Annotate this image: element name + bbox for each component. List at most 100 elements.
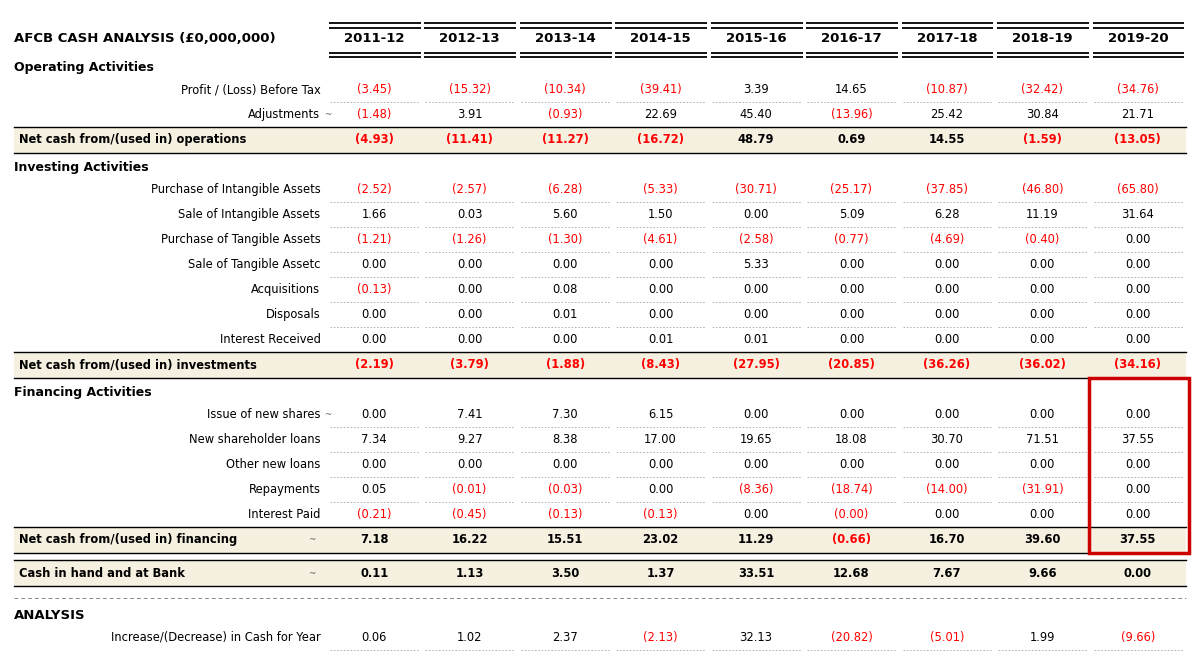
Text: 31.64: 31.64 xyxy=(1122,208,1154,221)
Text: 2014-15: 2014-15 xyxy=(630,32,691,45)
Text: 15.51: 15.51 xyxy=(547,533,583,546)
Text: 0.00: 0.00 xyxy=(552,458,577,471)
Text: (36.02): (36.02) xyxy=(1019,358,1066,371)
Text: 0.00: 0.00 xyxy=(743,408,769,421)
Text: (2.52): (2.52) xyxy=(356,183,391,196)
Text: 18.08: 18.08 xyxy=(835,433,868,446)
Text: Purchase of Tangible Assets: Purchase of Tangible Assets xyxy=(161,233,320,246)
Text: 0.00: 0.00 xyxy=(935,308,960,321)
Text: (27.95): (27.95) xyxy=(732,358,780,371)
Text: 1.50: 1.50 xyxy=(648,208,673,221)
Text: 0.03: 0.03 xyxy=(457,208,482,221)
Text: Increase/(Decrease) in Cash for Year: Increase/(Decrease) in Cash for Year xyxy=(110,630,320,644)
Text: 37.55: 37.55 xyxy=(1120,533,1156,546)
Text: 2016-17: 2016-17 xyxy=(821,32,882,45)
Text: (18.74): (18.74) xyxy=(830,483,872,496)
Text: (6.28): (6.28) xyxy=(548,183,582,196)
Text: (11.41): (11.41) xyxy=(446,133,493,146)
Text: 0.00: 0.00 xyxy=(1126,308,1151,321)
Text: ~: ~ xyxy=(308,569,316,578)
Text: 0.00: 0.00 xyxy=(935,508,960,521)
Text: (46.80): (46.80) xyxy=(1021,183,1063,196)
Text: 0.00: 0.00 xyxy=(743,458,769,471)
Text: (0.66): (0.66) xyxy=(832,533,871,546)
Text: 3.39: 3.39 xyxy=(743,83,769,96)
Bar xyxy=(1088,378,1189,553)
Text: Investing Activities: Investing Activities xyxy=(14,161,149,174)
Text: 0.00: 0.00 xyxy=(1030,508,1055,521)
Text: 0.00: 0.00 xyxy=(457,333,482,346)
Text: Net cash from/(used in) financing: Net cash from/(used in) financing xyxy=(19,533,238,546)
Text: ~: ~ xyxy=(322,110,332,119)
Text: 0.00: 0.00 xyxy=(935,408,960,421)
Text: 11.29: 11.29 xyxy=(738,533,774,546)
Text: 0.00: 0.00 xyxy=(648,258,673,271)
Text: (1.26): (1.26) xyxy=(452,233,487,246)
Text: Adjustments: Adjustments xyxy=(248,108,320,121)
Text: 16.70: 16.70 xyxy=(929,533,965,546)
Text: 0.00: 0.00 xyxy=(1030,258,1055,271)
Text: 0.00: 0.00 xyxy=(1030,408,1055,421)
Text: 14.65: 14.65 xyxy=(835,83,868,96)
Text: 0.00: 0.00 xyxy=(552,333,577,346)
Text: (1.21): (1.21) xyxy=(356,233,391,246)
Text: 0.00: 0.00 xyxy=(839,333,864,346)
Text: 0.00: 0.00 xyxy=(1126,233,1151,246)
Text: 0.00: 0.00 xyxy=(935,283,960,296)
Text: (13.96): (13.96) xyxy=(830,108,872,121)
Text: 39.60: 39.60 xyxy=(1025,533,1061,546)
Text: 45.40: 45.40 xyxy=(739,108,773,121)
Text: (20.82): (20.82) xyxy=(830,630,872,644)
Text: Repayments: Repayments xyxy=(248,483,320,496)
Text: 2012-13: 2012-13 xyxy=(439,32,500,45)
Text: (65.80): (65.80) xyxy=(1117,183,1159,196)
Text: (10.34): (10.34) xyxy=(544,83,586,96)
Text: 33.51: 33.51 xyxy=(738,567,774,580)
Text: (8.43): (8.43) xyxy=(641,358,680,371)
Text: 0.00: 0.00 xyxy=(839,308,864,321)
Text: (10.87): (10.87) xyxy=(926,83,968,96)
Text: 3.50: 3.50 xyxy=(551,567,580,580)
Text: 0.00: 0.00 xyxy=(1126,408,1151,421)
Text: 21.71: 21.71 xyxy=(1122,108,1154,121)
Text: (1.30): (1.30) xyxy=(548,233,582,246)
Text: (13.05): (13.05) xyxy=(1115,133,1162,146)
Text: 9.66: 9.66 xyxy=(1028,567,1057,580)
Text: (14.00): (14.00) xyxy=(926,483,967,496)
Text: Interest Received: Interest Received xyxy=(220,333,320,346)
Text: (4.69): (4.69) xyxy=(930,233,964,246)
Text: (0.40): (0.40) xyxy=(1025,233,1060,246)
Text: (2.58): (2.58) xyxy=(739,233,773,246)
Text: 25.42: 25.42 xyxy=(930,108,964,121)
Text: (0.21): (0.21) xyxy=(356,508,391,521)
Text: (34.76): (34.76) xyxy=(1117,83,1159,96)
Text: Acquisitions: Acquisitions xyxy=(251,283,320,296)
Text: Sale of Intangible Assets: Sale of Intangible Assets xyxy=(179,208,320,221)
Text: (0.00): (0.00) xyxy=(834,508,869,521)
Text: 0.00: 0.00 xyxy=(839,258,864,271)
Text: 0.08: 0.08 xyxy=(552,283,577,296)
Text: (1.59): (1.59) xyxy=(1022,133,1062,146)
Text: (0.03): (0.03) xyxy=(548,483,582,496)
Text: 5.60: 5.60 xyxy=(552,208,578,221)
Text: (5.33): (5.33) xyxy=(643,183,678,196)
Text: 0.00: 0.00 xyxy=(935,458,960,471)
Text: ~: ~ xyxy=(308,535,316,544)
Text: Other new loans: Other new loans xyxy=(226,458,320,471)
Text: 0.00: 0.00 xyxy=(935,333,960,346)
Text: Operating Activities: Operating Activities xyxy=(14,61,155,74)
Text: 22.69: 22.69 xyxy=(644,108,677,121)
Text: (2.13): (2.13) xyxy=(643,630,678,644)
Text: 0.00: 0.00 xyxy=(648,483,673,496)
Text: (3.45): (3.45) xyxy=(356,83,391,96)
Text: Net cash from/(used in) investments: Net cash from/(used in) investments xyxy=(19,358,257,371)
Text: (4.61): (4.61) xyxy=(643,233,678,246)
Text: 0.00: 0.00 xyxy=(1030,308,1055,321)
Text: 0.00: 0.00 xyxy=(1124,567,1152,580)
Text: (37.85): (37.85) xyxy=(926,183,968,196)
Text: (20.85): (20.85) xyxy=(828,358,875,371)
Text: ANALYSIS: ANALYSIS xyxy=(14,609,86,622)
Text: 2.37: 2.37 xyxy=(552,630,578,644)
Text: Interest Paid: Interest Paid xyxy=(248,508,320,521)
Text: 48.79: 48.79 xyxy=(738,133,774,146)
